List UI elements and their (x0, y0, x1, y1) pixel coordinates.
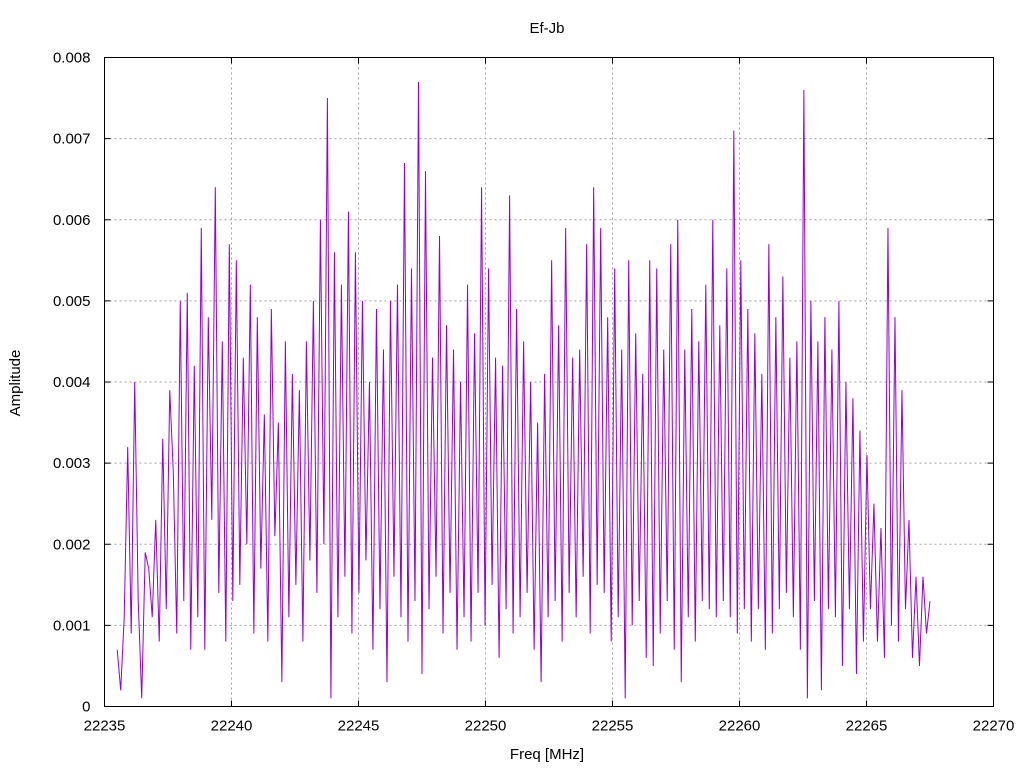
y-axis-label: Amplitude (7, 350, 24, 417)
x-tick-label: 22250 (465, 718, 507, 735)
y-tick-label: 0.004 (53, 374, 91, 391)
y-tick-labels: 0 0.001 0.002 0.003 0.004 0.005 0.006 0.007 0.00… (53, 50, 91, 716)
x-tick-labels: 22235 22240 22245 22250 22255 22260 22265 22270 (84, 718, 1015, 735)
x-tick-label: 22255 (592, 718, 634, 735)
x-tick-label: 22240 (211, 718, 253, 735)
x-tick-label: 22235 (84, 718, 126, 735)
series-line-ef-jb (116, 81, 931, 699)
axis-ticks (104, 57, 994, 707)
y-tick-label: 0.007 (53, 131, 91, 148)
x-axis-label: Freq [MHz] (510, 746, 584, 763)
y-tick-label: 0.002 (53, 536, 91, 553)
y-tick-label: 0.005 (53, 293, 91, 310)
x-tick-label: 22260 (719, 718, 761, 735)
y-tick-label: 0.001 (53, 617, 91, 634)
y-tick-label: 0 (82, 699, 90, 716)
chart-title: Ef-Jb (529, 20, 564, 37)
y-tick-label: 0.006 (53, 212, 91, 229)
x-tick-label: 22265 (846, 718, 888, 735)
x-tick-label: 22270 (973, 718, 1015, 735)
x-tick-label: 22245 (338, 718, 380, 735)
y-tick-label: 0.003 (53, 455, 91, 472)
y-tick-label: 0.008 (53, 50, 91, 67)
